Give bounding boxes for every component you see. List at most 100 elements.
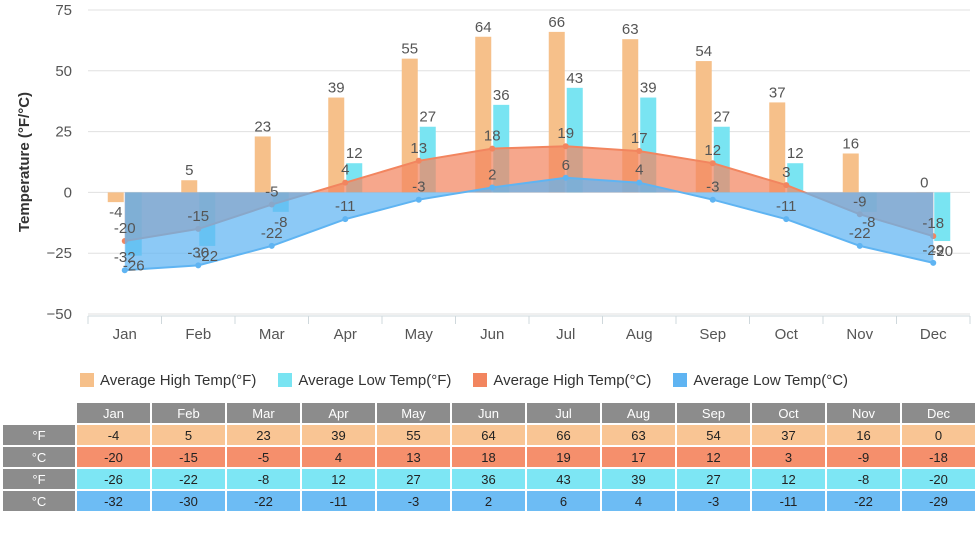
data-label: 13 — [410, 140, 427, 157]
data-label: 12 — [787, 145, 804, 162]
table-month-header: Oct — [752, 403, 825, 423]
legend-swatch — [278, 373, 293, 387]
table-cell: 27 — [377, 469, 450, 489]
data-label: 43 — [566, 70, 583, 87]
data-label: 4 — [635, 162, 643, 179]
table-cell: -30 — [152, 491, 225, 511]
bar — [934, 192, 951, 242]
table-cell: 6 — [527, 491, 600, 511]
table-month-header: Sep — [677, 403, 750, 423]
data-point — [562, 174, 569, 181]
y-tick-label: −50 — [47, 306, 72, 323]
table-cell: -4 — [77, 425, 150, 445]
x-tick-label: Jan — [113, 326, 137, 343]
data-label: 39 — [328, 80, 345, 97]
table-cell: 16 — [827, 425, 900, 445]
legend-label: Average Low Temp(°F) — [298, 371, 452, 389]
chart-areas — [121, 143, 937, 274]
x-tick-label: May — [405, 326, 434, 343]
table-cell: 0 — [902, 425, 975, 445]
data-label: -4 — [109, 204, 122, 221]
data-point — [415, 157, 422, 164]
table-month-header: Jan — [77, 403, 150, 423]
table-cell: 55 — [377, 425, 450, 445]
data-point — [342, 179, 349, 186]
legend-item[interactable]: Average Low Temp(°F) — [278, 372, 451, 389]
data-label: 36 — [493, 87, 510, 104]
y-axis-title: Temperature (°F/°C) — [16, 92, 33, 232]
data-label: -22 — [849, 225, 871, 242]
data-label: 27 — [419, 109, 436, 126]
table-month-header: Dec — [902, 403, 975, 423]
data-point — [268, 242, 275, 249]
data-point — [121, 267, 128, 274]
data-point — [930, 259, 937, 266]
series-area — [124, 146, 934, 241]
data-point — [636, 179, 643, 186]
legend-swatch — [473, 373, 488, 387]
y-tick-label: 75 — [55, 2, 72, 19]
data-label: -15 — [187, 208, 209, 225]
table-row: °C -32 -30 -22 -11 -3 2 6 4 -3 -11 -22 -29 — [3, 491, 975, 511]
table-corner — [3, 403, 75, 423]
bar — [695, 61, 712, 193]
table-unit-cell: °C — [3, 491, 75, 511]
bar — [842, 153, 859, 193]
data-point — [195, 262, 202, 269]
bar — [328, 97, 345, 193]
table-row: °F -4 5 23 39 55 64 66 63 54 37 16 0 — [3, 425, 975, 445]
table-cell: -3 — [377, 491, 450, 511]
y-tick-label: 25 — [55, 124, 72, 141]
data-point — [489, 184, 496, 191]
series-area — [124, 177, 934, 271]
table-cell: 66 — [527, 425, 600, 445]
table-row: °C -20 -15 -5 4 13 18 19 17 12 3 -9 -18 — [3, 447, 975, 467]
data-label: -29 — [922, 242, 944, 259]
table-cell: -22 — [152, 469, 225, 489]
data-label: -8 — [274, 214, 287, 231]
data-point — [342, 216, 349, 223]
data-label: 54 — [695, 43, 712, 60]
table-cell: -9 — [827, 447, 900, 467]
table-cell: -8 — [227, 469, 300, 489]
data-label: 16 — [842, 135, 859, 152]
table-cell: -32 — [77, 491, 150, 511]
data-label: 5 — [185, 162, 193, 179]
legend-label: Average High Temp(°F) — [100, 371, 257, 389]
table-cell: 19 — [527, 447, 600, 467]
table-cell: 63 — [602, 425, 675, 445]
x-tick-label: Dec — [920, 326, 947, 343]
x-tick-label: Feb — [185, 326, 211, 343]
data-label: -20 — [114, 220, 136, 237]
table-month-header: Feb — [152, 403, 225, 423]
legend-label: Average Low Temp(°C) — [693, 371, 849, 389]
data-label: 39 — [640, 80, 657, 97]
data-label: 3 — [782, 164, 790, 181]
table-cell: 43 — [527, 469, 600, 489]
data-label: 19 — [557, 125, 574, 142]
table-month-header: Aug — [602, 403, 675, 423]
data-label: -26 — [123, 258, 145, 275]
table-row: °F -26 -22 -8 12 27 36 43 39 27 12 -8 -20 — [3, 469, 975, 489]
table-cell: 17 — [602, 447, 675, 467]
table-cell: 2 — [452, 491, 525, 511]
data-point — [783, 216, 790, 223]
bar — [254, 136, 271, 193]
table-cell: 37 — [752, 425, 825, 445]
bar — [401, 58, 418, 193]
x-tick-label: Apr — [334, 326, 357, 343]
data-label: -18 — [922, 215, 944, 232]
legend-item[interactable]: Average Low Temp(°C) — [673, 372, 848, 389]
table-cell: -8 — [827, 469, 900, 489]
data-label: -11 — [776, 198, 797, 215]
table-month-header: Apr — [302, 403, 375, 423]
data-label: -20 — [931, 243, 953, 260]
y-tick-label: 0 — [64, 184, 72, 201]
table-month-header: Nov — [827, 403, 900, 423]
legend-item[interactable]: Average High Temp(°C) — [473, 372, 651, 389]
legend-label: Average High Temp(°C) — [493, 371, 652, 389]
legend-item[interactable]: Average High Temp(°F) — [80, 372, 256, 389]
table-unit-cell: °F — [3, 425, 75, 445]
table-month-header: Jun — [452, 403, 525, 423]
